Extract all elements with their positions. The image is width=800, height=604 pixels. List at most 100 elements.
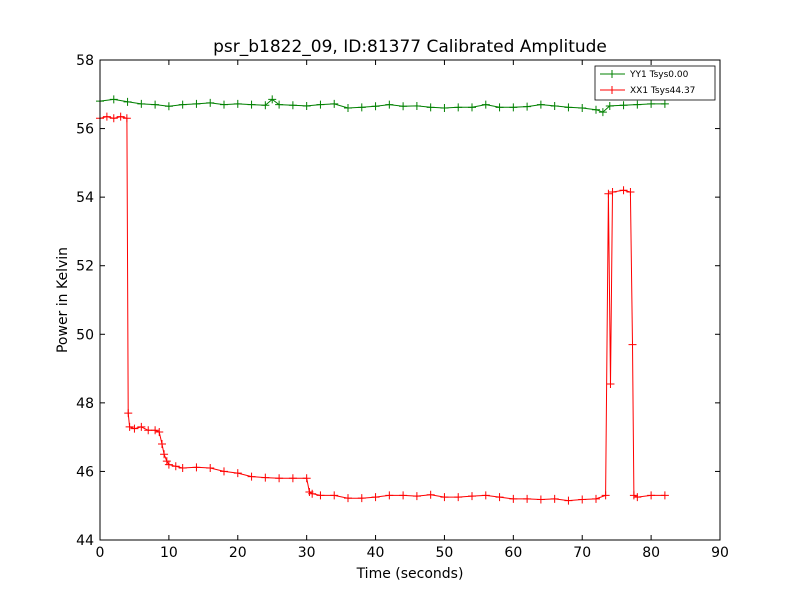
x-axis-label: Time (seconds) [356,566,464,582]
data-point [564,103,573,112]
data-point [564,496,573,505]
data-point [619,186,628,195]
data-point [523,102,532,111]
data-point [523,494,532,503]
y-tick-label: 46 [76,464,94,480]
data-point [247,472,256,481]
data-point [619,101,628,110]
data-point [124,409,133,418]
data-point [109,95,118,104]
data-point [605,101,614,110]
data-point [316,491,325,500]
data-point [608,188,617,196]
data-point [660,99,669,108]
data-point [275,474,284,483]
legend: YY1 Tsys0.00 XX1 Tsys44.37 [594,65,716,101]
data-point [412,492,421,501]
data-point [357,103,366,112]
data-point [268,95,277,104]
data-point [151,426,160,435]
data-point [598,108,607,117]
data-point [606,380,615,388]
y-tick-label: 48 [76,396,94,412]
data-point [171,462,180,471]
series-1 [96,112,669,505]
data-point [601,491,610,500]
x-tick-label: 60 [504,545,522,561]
data-point [316,100,325,109]
data-point [628,340,637,349]
y-tick-label: 52 [76,259,94,275]
data-point [178,100,187,109]
data-point [399,491,408,500]
data-point [178,464,187,472]
x-tick-label: 50 [436,545,454,561]
data-point [509,494,518,503]
data-point [330,491,339,500]
data-point [233,99,242,108]
data-point [578,495,587,504]
data-point [288,101,297,110]
data-point [206,464,215,472]
data-point [302,101,311,110]
data-point [592,105,600,114]
data-point [160,450,169,459]
tick-layer: 0 10 20 30 40 50 60 70 80 90 44 46 48 50 52 54 56 58 [76,53,729,561]
data-point [206,98,215,107]
data-point [426,490,435,499]
data-point [626,188,635,196]
x-tick-label: 70 [573,545,591,561]
chart-title: psr_b1822_09, ID:81377 Calibrated Amplit… [213,37,607,57]
data-point [192,463,201,472]
data-point [162,457,171,466]
data-point [454,103,463,112]
y-tick-label: 54 [76,190,94,206]
data-point [130,424,139,433]
data-point [647,491,656,500]
legend-marker [608,86,616,94]
data-point [247,100,256,109]
data-point [440,493,449,502]
data-point [344,104,352,112]
data-point [220,100,228,109]
data-point [137,99,146,108]
data-point [116,112,125,121]
data-point [371,493,380,502]
data-point [495,493,504,502]
data-point [275,100,284,109]
x-tick-label: 20 [229,545,247,561]
data-point [261,101,270,110]
data-point [385,491,394,500]
data-point [233,469,242,478]
data-point [144,426,153,435]
data-point [302,474,311,483]
series-0 [96,95,669,117]
data-point [629,491,638,500]
data-point [604,189,613,198]
x-tick-label: 80 [642,545,660,561]
y-tick-label: 50 [76,327,94,343]
x-tick-label: 0 [96,545,105,561]
data-point [536,495,545,504]
data-point [308,489,317,498]
data-point [454,493,463,502]
data-point [344,494,352,503]
data-point [536,100,545,109]
legend-box [594,65,716,101]
data-point [592,494,600,503]
data-point [151,100,160,109]
data-point [357,494,366,503]
data-point [123,97,132,106]
data-point [647,99,656,108]
y-axis-label: Power in Kelvin [55,247,71,353]
data-point [412,101,421,110]
x-tick-label: 10 [160,545,178,561]
data-point [155,428,164,436]
data-point [371,102,380,111]
data-point [158,440,166,448]
data-point [481,100,490,109]
data-point [468,103,476,112]
data-point [261,473,270,482]
